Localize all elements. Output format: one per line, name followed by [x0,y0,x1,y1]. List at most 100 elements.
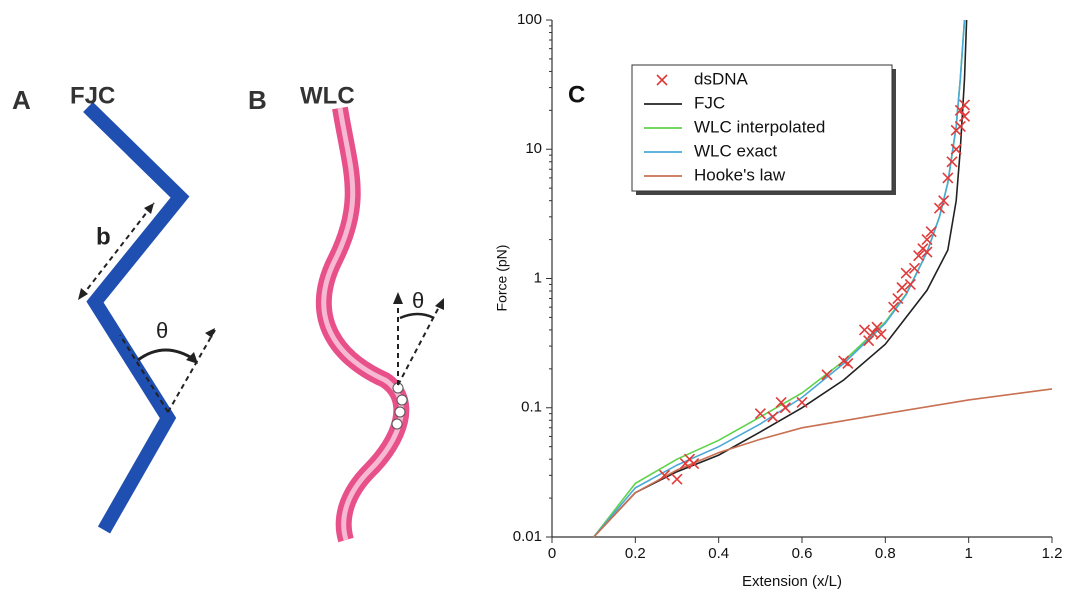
wlc-highlight [321,107,404,541]
cross-stroke [942,172,954,184]
cross-stroke [658,469,671,481]
bond-direction [167,329,216,413]
cross-stroke [958,99,971,111]
scatter-point [933,202,946,214]
panel-title: FJC [70,82,115,109]
cross-stroke [938,195,950,207]
cross-stroke [921,246,933,258]
x-tick-label: 0.4 [708,545,729,562]
scatter-point [688,457,700,470]
arrowhead [393,292,403,304]
arrowhead [435,298,444,310]
y-tick-label: 0.1 [521,399,542,416]
cross-stroke [688,457,700,470]
x-tick-label: 0 [548,545,556,562]
cross-stroke [767,411,779,423]
scatter-point [863,335,875,347]
x-tick-label: 0.2 [625,545,646,562]
scatter-point [754,408,766,420]
scatter-point [842,357,854,370]
legend-label: dsDNA [694,69,749,88]
cross-stroke [775,396,787,408]
cross-stroke [779,402,791,414]
cross-stroke [933,202,946,214]
cross-stroke [925,226,937,238]
cross-stroke [888,301,900,313]
panel-label: A [12,85,31,115]
cross-stroke [796,396,808,408]
arrowhead [205,328,215,338]
bead [396,394,408,406]
series-line [593,19,966,538]
scatter-point [954,120,966,133]
cross-stroke [892,292,904,305]
scatter-point [821,369,833,381]
arrowhead [144,203,154,214]
scatter-point [921,234,933,246]
bond-direction [119,334,169,413]
cross-stroke [875,328,887,340]
scatter-point [779,402,791,414]
y-tick-label: 10 [525,140,542,157]
legend-label: WLC interpolated [694,117,825,136]
cross-stroke [842,357,854,370]
scatter-point [671,473,683,485]
cross-stroke [821,369,833,381]
cross-stroke [913,250,925,262]
legend-label: WLC exact [694,141,777,160]
scatter-point [896,282,908,294]
scatter-point [950,143,962,155]
cross-stroke [900,267,912,279]
scatter-point [871,321,883,333]
angle-label: θ [412,288,424,313]
scatter-point [921,246,933,258]
scatter-point [892,292,904,305]
y-tick-label: 100 [517,11,542,28]
angle-label: θ [156,318,168,343]
scatter-point [954,104,966,116]
x-tick-label: 0.6 [792,545,813,562]
y-axis-title: Force (pN) [494,245,510,312]
scatter-point [775,396,787,408]
scatter-point [913,250,925,262]
x-tick-label: 1.2 [1042,545,1063,562]
scatter-point [908,262,921,274]
segment-arrow [81,202,155,297]
cross-stroke [656,74,668,86]
scatter-point [938,195,950,207]
bead [391,418,403,430]
cross-stroke [863,335,875,347]
panel-title: WLC [300,82,355,109]
scatter-point [942,172,954,184]
arrowhead [78,288,88,300]
y-tick-label: 0.01 [513,528,542,545]
legend-label: Hooke's law [694,165,786,184]
scatter-point [925,226,937,238]
scatter-point [904,278,916,290]
cross-stroke [958,110,971,122]
cross-stroke [904,278,916,290]
series-line [593,19,968,538]
series-line [593,388,1053,538]
scatter-point [656,74,668,86]
x-tick-label: 0.8 [875,545,896,562]
x-tick-label: 1 [964,545,972,562]
scatter-point [946,156,958,168]
x-axis-title: Extension (x/L) [742,573,842,590]
scatter-point [796,396,808,408]
cross-stroke [671,473,683,485]
y-tick-label: 1 [534,269,542,286]
scatter-point [900,267,912,279]
legend-label: FJC [694,93,725,112]
cross-stroke [896,282,908,294]
cross-stroke [858,324,871,336]
cross-stroke [954,120,966,133]
panel-label: B [248,85,267,115]
bead [394,406,406,418]
cross-stroke [946,156,958,168]
arrowhead [186,352,198,364]
cross-stroke [754,408,766,420]
cross-stroke [950,143,962,155]
